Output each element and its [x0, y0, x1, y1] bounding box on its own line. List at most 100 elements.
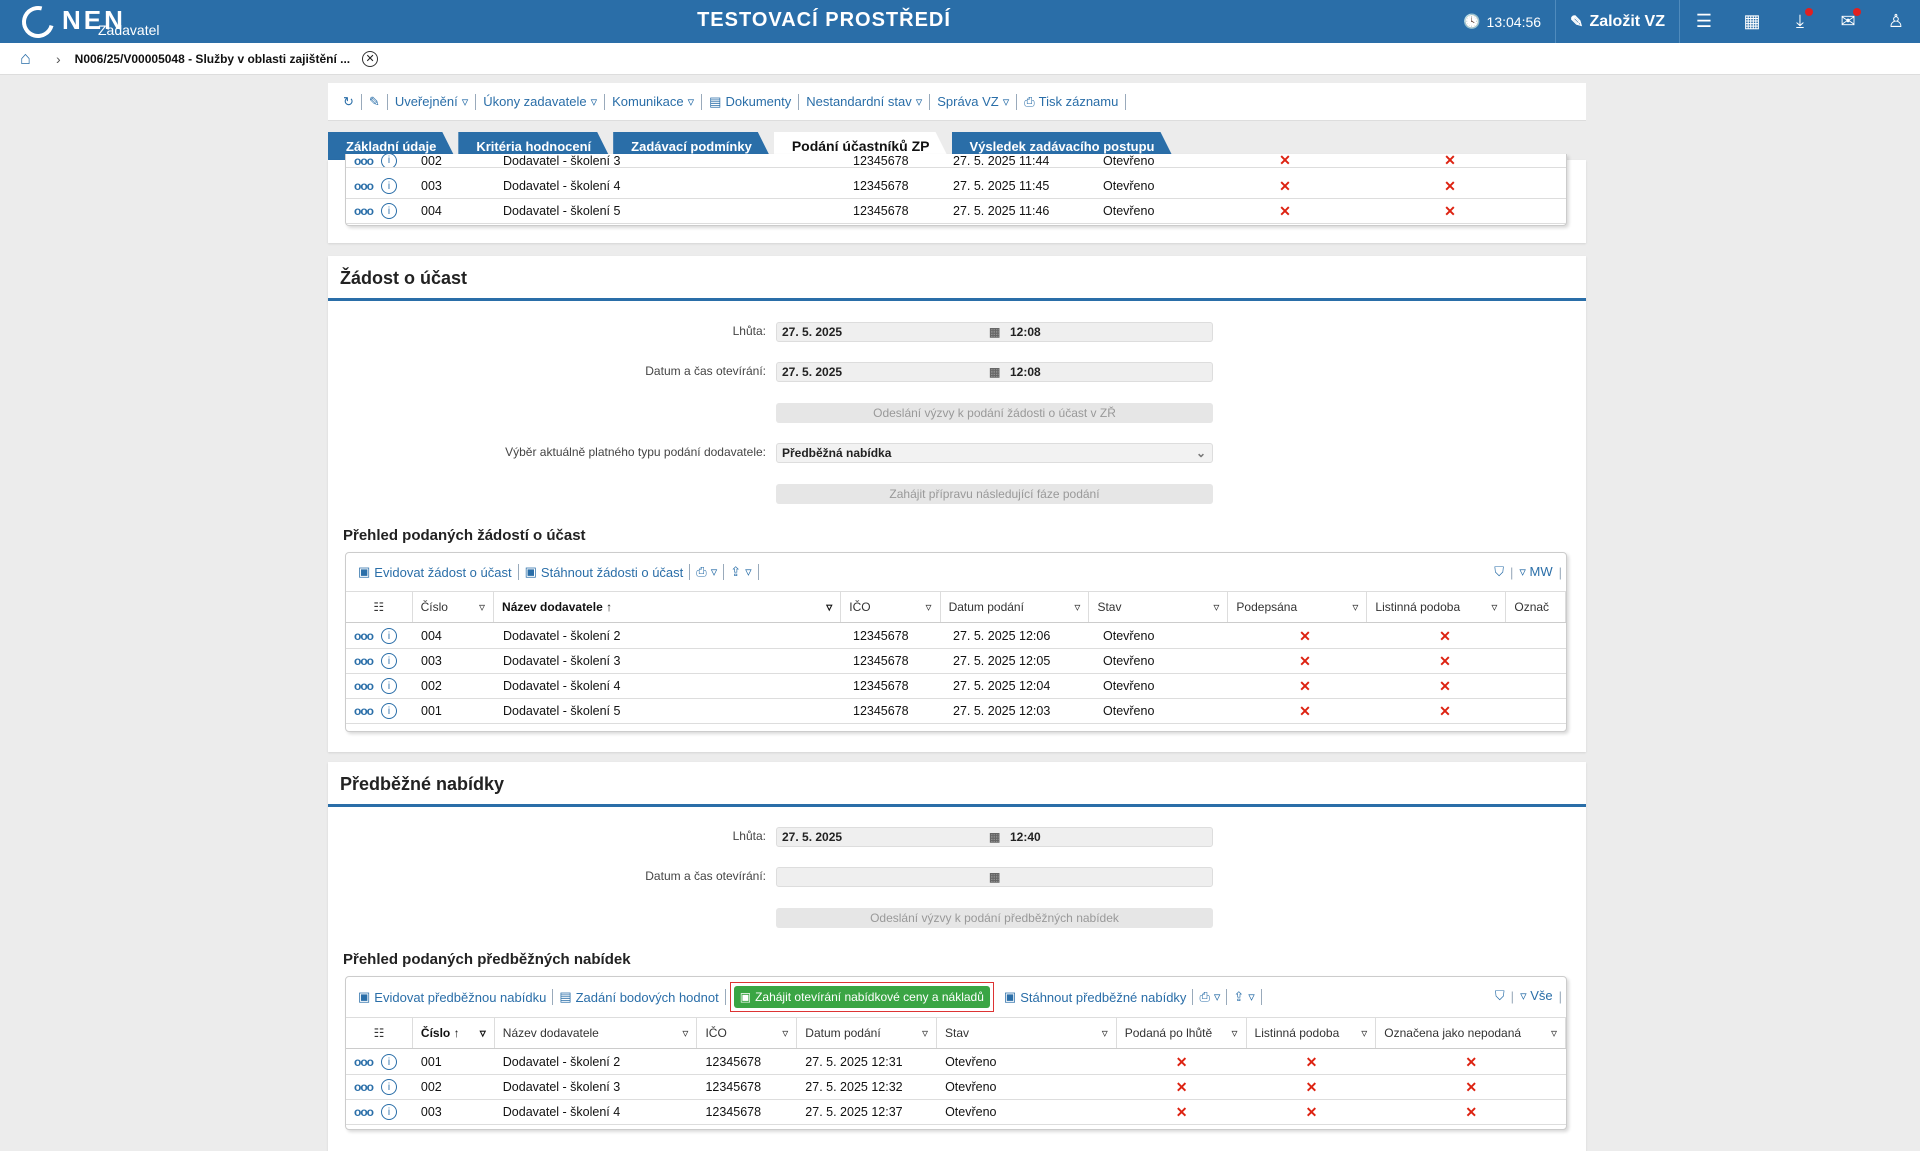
x-mark: ✕ — [1439, 702, 1451, 719]
more-icon[interactable]: ooo — [354, 204, 374, 218]
table-row[interactable]: ooo i 004 Dodavatel - školení 5 12345678 … — [346, 199, 1566, 224]
export-menu[interactable]: ⇪ ▿ — [1227, 989, 1262, 1005]
calendar-icon[interactable]: ▦ — [989, 870, 1001, 884]
more-icon[interactable]: ooo — [354, 679, 374, 693]
table-row[interactable]: ooo i 003 Dodavatel - školení 4 12345678 … — [346, 1100, 1566, 1125]
menu-uverejneni[interactable]: Uveřejnění ▿ — [388, 93, 477, 110]
col-oznacena[interactable]: Označena jako nepodaná ▿ — [1376, 1018, 1566, 1048]
menu-dokumenty[interactable]: ▤ Dokumenty — [702, 93, 800, 110]
zahajit-otevirani-button[interactable]: ▣ Zahájit otevírání nabídkové ceny a nákl… — [733, 986, 990, 1008]
otevirani-field[interactable]: ▦ — [776, 867, 1213, 887]
calendar-icon[interactable]: ▦ — [989, 365, 1001, 379]
menu-komunikace[interactable]: Komunikace ▿ — [605, 93, 703, 110]
col-stav[interactable]: Stav ▿ — [1089, 592, 1229, 622]
typ-podani-select[interactable]: Předběžná nabídka ⌄ — [776, 443, 1213, 463]
print-icon: ⎙ — [696, 564, 707, 579]
print-menu[interactable]: ⎙ ▿ — [690, 564, 725, 580]
col-listinna[interactable]: Listinná podoba ▿ — [1367, 592, 1507, 622]
view-selector[interactable]: ▿ Vše — [1520, 988, 1553, 1003]
more-icon[interactable]: ooo — [354, 654, 374, 668]
info-icon[interactable]: i — [381, 1079, 397, 1095]
print-icon: ⎙ — [1199, 989, 1210, 1004]
lhuta-field[interactable]: 27. 5. 2025 ▦ 12:40 — [776, 827, 1213, 847]
filter-icon[interactable]: ⛉ — [1494, 564, 1504, 579]
col-podana-po-lhute[interactable]: Podaná po lhůtě ▿ — [1117, 1018, 1247, 1048]
x-mark: ✕ — [1299, 627, 1311, 644]
calendar-icon[interactable]: ▦ — [1743, 11, 1761, 31]
table-row[interactable]: ooo i 003 Dodavatel - školení 4 12345678 … — [346, 174, 1566, 199]
col-nazev[interactable]: Název dodavatele ↑ ▿ — [494, 592, 842, 622]
col-ico[interactable]: IČO ▿ — [697, 1018, 798, 1048]
col-nazev[interactable]: Název dodavatele ▿ — [495, 1018, 698, 1048]
more-icon[interactable]: ooo — [354, 1105, 374, 1119]
col-datum[interactable]: Datum podání ▿ — [941, 592, 1090, 622]
col-stav[interactable]: Stav ▿ — [937, 1018, 1117, 1048]
nen-logo[interactable]: NEN — [16, 0, 126, 44]
otevirani-field[interactable]: 27. 5. 2025 ▦ 12:08 — [776, 362, 1213, 382]
breadcrumb-item[interactable]: N006/25/V00005048 - Služby v oblasti zaj… — [74, 51, 351, 66]
calendar-icon[interactable]: ▦ — [989, 830, 1001, 844]
zadani-bodovych-hodnot-button[interactable]: ▤ Zadání bodových hodnot — [553, 989, 726, 1005]
x-mark: ✕ — [1439, 627, 1451, 644]
more-icon: ooo — [354, 154, 374, 168]
export-menu[interactable]: ⇪ ▿ — [724, 564, 759, 580]
mail-icon[interactable]: ✉ — [1824, 0, 1872, 43]
info-icon[interactable]: i — [381, 653, 397, 669]
menu-nestandardni-stav[interactable]: Nestandardní stav ▿ — [799, 93, 931, 110]
info-icon[interactable]: i — [381, 1054, 397, 1070]
more-icon[interactable]: ooo — [354, 179, 374, 193]
table-row[interactable]: ooo i 002 Dodavatel - školení 4 12345678 … — [346, 674, 1566, 699]
col-listinna[interactable]: Listinná podoba ▿ — [1247, 1018, 1377, 1048]
col-ico[interactable]: IČO ▿ — [841, 592, 941, 622]
create-vz-button[interactable]: ✎ Založit VZ — [1556, 0, 1680, 43]
table-row[interactable]: ooo i 002 Dodavatel - školení 3 12345678 … — [346, 154, 1566, 168]
odeslani-vyzvy-button[interactable]: Odeslání výzvy k podání předběžných nabí… — [776, 908, 1213, 928]
close-icon[interactable]: ✕ — [362, 50, 379, 67]
refresh-icon[interactable]: ↻ — [336, 93, 362, 110]
table-row[interactable]: ooo i 001 Dodavatel - školení 2 12345678 … — [346, 1050, 1566, 1075]
more-icon[interactable]: ooo — [354, 704, 374, 718]
stahnout-zadosti-button[interactable]: ▣ Stáhnout žádosti o účast — [519, 564, 691, 580]
download-icon[interactable]: ⤓ — [1776, 0, 1824, 43]
menu-icon[interactable]: ☰ — [1695, 11, 1713, 31]
info-icon[interactable]: i — [381, 1104, 397, 1120]
calendar-icon[interactable]: ▦ — [989, 325, 1001, 339]
column-settings-icon[interactable]: ☷ — [346, 592, 413, 622]
table-row[interactable]: ooo i 003 Dodavatel - školení 3 12345678 … — [346, 649, 1566, 674]
odeslani-vyzvy-button[interactable]: Odeslání výzvy k podání žádosti o účast … — [776, 403, 1213, 423]
view-selector[interactable]: ▿ MW — [1519, 564, 1553, 579]
zahajit-pripravu-button[interactable]: Zahájit přípravu následující fáze podání — [776, 484, 1213, 504]
col-datum[interactable]: Datum podání ▿ — [797, 1018, 938, 1048]
more-icon[interactable]: ooo — [354, 1055, 374, 1069]
zadost-grid: ▣ Evidovat žádost o účast ▣ Stáhnout žádos… — [345, 552, 1567, 732]
col-oznacena[interactable]: Označ — [1506, 592, 1566, 622]
info-icon[interactable]: i — [381, 628, 397, 644]
table-row[interactable]: ooo i 004 Dodavatel - školení 2 12345678 … — [346, 624, 1566, 649]
info-icon[interactable]: i — [381, 203, 397, 219]
menu-tisk[interactable]: ⎙ Tisk záznamu — [1017, 93, 1127, 110]
download-doc-icon: ▣ — [1003, 989, 1017, 1004]
menu-ukony[interactable]: Úkony zadavatele ▿ — [476, 93, 606, 110]
menu-sprava-vz[interactable]: Správa VZ ▿ — [930, 93, 1018, 110]
info-icon[interactable]: i — [381, 703, 397, 719]
more-icon[interactable]: ooo — [354, 629, 374, 643]
print-menu[interactable]: ⎙ ▿ — [1193, 989, 1228, 1005]
lhuta-field[interactable]: 27. 5. 2025 ▦ 12:08 — [776, 322, 1213, 342]
pencil-icon[interactable]: ✎ — [362, 93, 388, 110]
info-icon[interactable]: i — [381, 178, 397, 194]
info-icon[interactable]: i — [381, 678, 397, 694]
table-row[interactable]: ooo i 002 Dodavatel - školení 3 12345678 … — [346, 1075, 1566, 1100]
table-row[interactable]: ooo i 001 Dodavatel - školení 5 12345678 … — [346, 699, 1566, 724]
evidovat-nabidku-button[interactable]: ▣ Evidovat předběžnou nabídku — [352, 989, 554, 1005]
col-cislo[interactable]: Číslo ▿ — [413, 592, 495, 622]
user-icon[interactable]: ♙ — [1887, 11, 1905, 31]
col-cislo[interactable]: Číslo ↑ ▿ — [413, 1018, 495, 1048]
column-settings-icon[interactable]: ☷ — [346, 1018, 413, 1048]
notification-dot — [1853, 8, 1861, 16]
stahnout-nabidky-button[interactable]: ▣ Stáhnout předběžné nabídky — [998, 989, 1194, 1005]
filter-icon[interactable]: ⛉ — [1494, 988, 1505, 1003]
more-icon[interactable]: ooo — [354, 1080, 374, 1094]
col-podepsana[interactable]: Podepsána ▿ — [1228, 592, 1368, 622]
evidovat-zadost-button[interactable]: ▣ Evidovat žádost o účast — [352, 564, 519, 580]
home-icon[interactable]: ⌂ — [20, 48, 31, 68]
